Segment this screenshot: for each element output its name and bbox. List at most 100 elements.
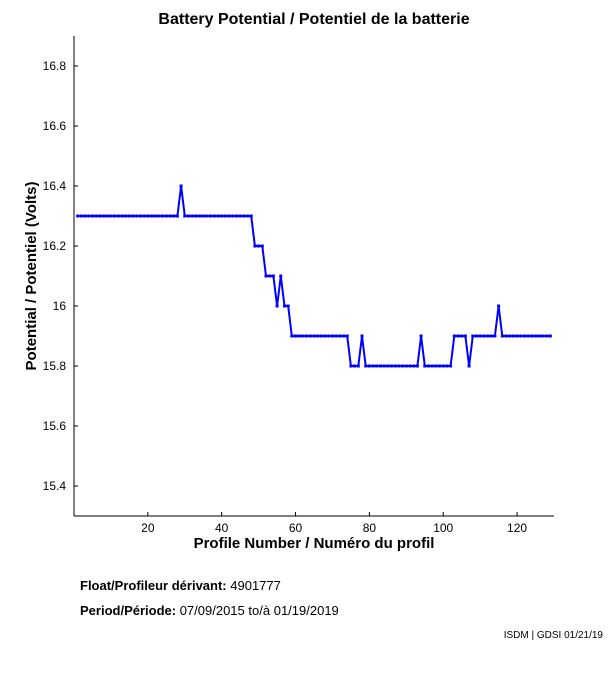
y-tick-label: 16.8: [43, 59, 67, 73]
data-point: [216, 214, 220, 218]
data-point: [194, 214, 198, 218]
y-tick-label: 15.6: [43, 419, 67, 433]
data-point: [113, 214, 117, 218]
y-axis-label: Potential / Potentiel (Volts): [23, 182, 40, 371]
data-point: [445, 364, 449, 368]
period-end: 01/19/2019: [273, 603, 339, 618]
data-point: [190, 214, 194, 218]
data-point: [530, 334, 534, 338]
data-point: [94, 214, 98, 218]
data-point: [138, 214, 142, 218]
data-point: [486, 334, 490, 338]
data-point: [238, 214, 242, 218]
y-tick-label: 16.6: [43, 119, 67, 133]
data-point: [367, 364, 371, 368]
y-tick-label: 16: [53, 299, 67, 313]
data-point: [522, 334, 526, 338]
data-point: [79, 214, 83, 218]
data-point: [186, 214, 190, 218]
data-point: [548, 334, 552, 338]
x-tick-label: 20: [141, 521, 155, 535]
data-point: [301, 334, 305, 338]
data-point: [271, 274, 275, 278]
data-point: [172, 214, 176, 218]
data-point: [504, 334, 508, 338]
data-point: [319, 334, 323, 338]
data-point: [305, 334, 309, 338]
data-point: [460, 334, 464, 338]
data-point: [153, 214, 157, 218]
data-point: [175, 214, 179, 218]
data-point: [246, 214, 250, 218]
x-tick-label: 80: [363, 521, 377, 535]
data-point: [534, 334, 538, 338]
float-value: 4901777: [230, 578, 281, 593]
data-point: [102, 214, 106, 218]
data-point: [419, 334, 423, 338]
period-label: Period/Période:: [80, 603, 177, 618]
data-point: [401, 364, 405, 368]
data-point: [279, 274, 283, 278]
data-point: [260, 244, 264, 248]
x-tick-label: 120: [507, 521, 527, 535]
data-point: [449, 364, 453, 368]
data-point: [168, 214, 172, 218]
data-point: [515, 334, 519, 338]
data-point: [120, 214, 124, 218]
data-point: [205, 214, 209, 218]
data-point: [489, 334, 493, 338]
data-point: [253, 244, 257, 248]
data-point: [124, 214, 128, 218]
data-point: [98, 214, 102, 218]
data-point: [227, 214, 231, 218]
data-point: [275, 304, 279, 308]
data-point: [294, 334, 298, 338]
data-point: [397, 364, 401, 368]
data-point: [382, 364, 386, 368]
data-point: [364, 364, 368, 368]
data-point: [345, 334, 349, 338]
data-point: [342, 334, 346, 338]
data-point: [375, 364, 379, 368]
chart-title: Battery Potential / Potentiel de la batt…: [158, 11, 469, 28]
data-point: [223, 214, 227, 218]
y-tick-label: 16.4: [43, 179, 67, 193]
data-point: [467, 364, 471, 368]
data-point: [146, 214, 150, 218]
data-point: [434, 364, 438, 368]
data-point: [76, 214, 80, 218]
x-tick-label: 40: [215, 521, 229, 535]
data-point: [127, 214, 131, 218]
data-point: [231, 214, 235, 218]
data-point: [308, 334, 312, 338]
data-point: [338, 334, 342, 338]
x-tick-label: 100: [433, 521, 453, 535]
data-point: [290, 334, 294, 338]
data-point: [83, 214, 87, 218]
data-point: [500, 334, 504, 338]
data-point: [412, 364, 416, 368]
data-point: [386, 364, 390, 368]
data-point: [404, 364, 408, 368]
data-point: [415, 364, 419, 368]
data-point: [349, 364, 353, 368]
data-point: [430, 364, 434, 368]
data-point: [360, 334, 364, 338]
credit: ISDM | GDSI 01/21/19: [503, 630, 603, 641]
y-tick-label: 15.8: [43, 359, 67, 373]
data-point: [334, 334, 338, 338]
data-point: [150, 214, 154, 218]
data-point: [90, 214, 94, 218]
data-point: [519, 334, 523, 338]
data-point: [209, 214, 213, 218]
data-point: [356, 364, 360, 368]
data-point: [408, 364, 412, 368]
data-point: [423, 364, 427, 368]
data-point: [438, 364, 442, 368]
data-point: [157, 214, 161, 218]
data-point: [393, 364, 397, 368]
data-point: [478, 334, 482, 338]
data-point: [545, 334, 549, 338]
data-point: [183, 214, 187, 218]
